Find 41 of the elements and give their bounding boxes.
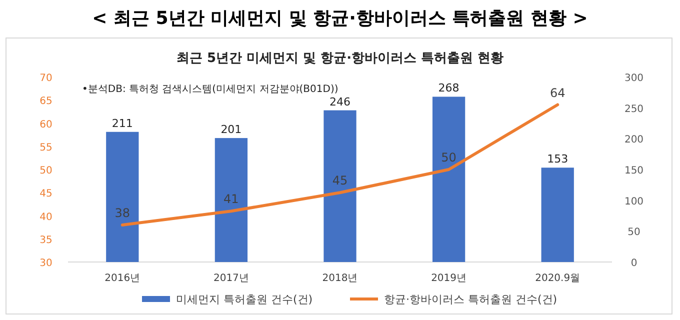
chart-title: < 최근 5년간 미세먼지 및 항균·항바이러스 특허출원 현황 >	[92, 8, 588, 29]
y-tick-label: 65	[40, 96, 52, 108]
x-tick-label: 2019년	[431, 273, 467, 284]
y2-tick-label: 0	[630, 258, 638, 269]
y-tick-label: 55	[40, 142, 52, 154]
bar	[541, 168, 574, 262]
y-tick-label: 50	[40, 166, 52, 176]
data-label: 50	[441, 150, 456, 164]
x-tick-label: 2016년	[104, 273, 140, 284]
data-label: 64	[550, 86, 566, 100]
x-tick-label: 2020.9월	[535, 273, 580, 284]
y-tick-label: 35	[40, 234, 52, 246]
bar	[324, 110, 356, 262]
legend-label: 항균·항바이러스 특허출원 건수(건)	[384, 293, 558, 306]
data-label: 38	[114, 206, 130, 220]
y-tick-label: 60	[40, 119, 52, 130]
data-label: 268	[438, 82, 460, 95]
annotation: •분석DB: 특허청 검색시스템(미세먼지 저감분야(B01D))	[82, 84, 338, 95]
x-tick-label: 2018년	[322, 273, 358, 284]
y2-tick-label: 50	[628, 227, 640, 238]
legend-label: 미세먼지 특허출원 건수(건)	[176, 293, 313, 306]
y2-tick-label: 100	[624, 196, 644, 208]
y2-tick-label: 250	[624, 104, 644, 115]
bar	[214, 138, 248, 262]
data-label: 41	[224, 192, 239, 206]
y-tick-label: 30	[40, 258, 52, 269]
y2-tick-label: 200	[624, 134, 644, 146]
bar	[432, 96, 466, 262]
y-tick-label: 40	[40, 212, 52, 223]
data-label: 201	[220, 123, 242, 136]
y2-tick-label: 150	[624, 166, 644, 176]
y2-tick-label: 300	[624, 73, 644, 84]
data-label: 211	[112, 116, 133, 130]
data-label: 246	[330, 95, 350, 108]
chart-subtitle: 최근 5년간 미세먼지 및 항균·항바이러스 특허출원 현황	[176, 51, 504, 66]
data-label: 45	[332, 174, 348, 188]
y-tick-label: 45	[40, 188, 52, 200]
y-tick-label: 70	[40, 73, 52, 84]
data-label: 153	[547, 152, 568, 166]
bar	[106, 132, 139, 262]
x-tick-label: 2017년	[213, 273, 249, 284]
